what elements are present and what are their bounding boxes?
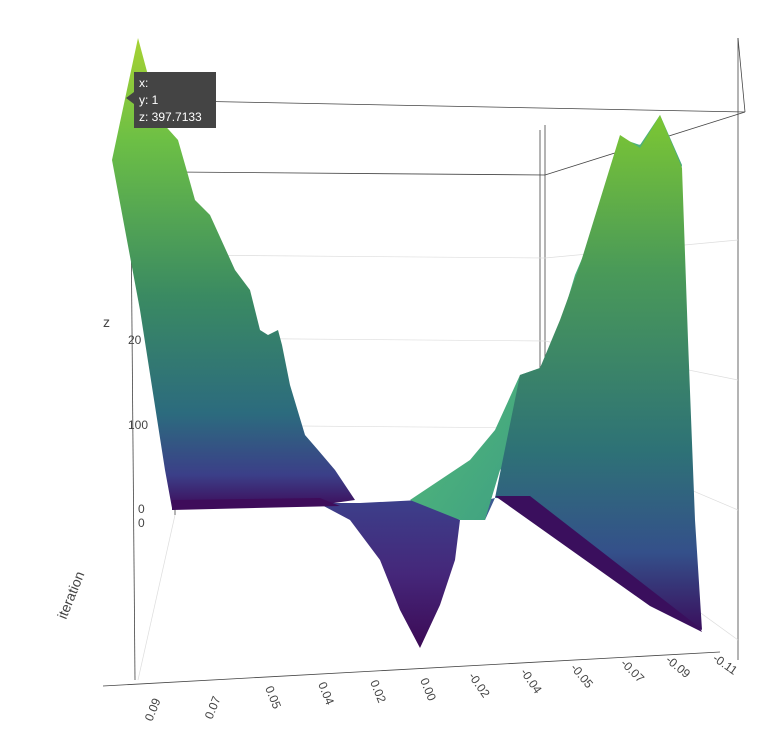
x-tick-label: 0.09: [142, 696, 164, 723]
z-tick-100: 100: [128, 418, 148, 432]
x-ticks: 0.09 0.07 0.05 0.04 0.02 0.00 -0.02 -0.0…: [142, 651, 740, 723]
surface-right-wall: [495, 115, 702, 630]
surface-valley: [318, 500, 460, 648]
x-tick-label: 0.05: [262, 684, 284, 711]
hover-tooltip: x: y: 1 z: 397.7133: [126, 72, 216, 128]
y-tick-0: 0: [138, 516, 145, 530]
x-tick-label: -0.04: [518, 666, 545, 697]
x-tick-label: -0.05: [568, 661, 597, 691]
z-tick-20: 20: [128, 333, 142, 347]
x-tick-label: 0.07: [202, 694, 224, 721]
surface-right-floor: [495, 496, 702, 632]
hover-y: y: 1: [139, 93, 159, 107]
x-tick-label: 0.02: [367, 678, 389, 705]
surface-left-peak: [112, 38, 355, 508]
x-tick-label: -0.09: [663, 653, 693, 682]
x-tick-label: -0.07: [618, 656, 647, 685]
surface-left-floor: [172, 498, 340, 510]
z-axis-title: z: [103, 314, 110, 330]
y-axis-title: iteration: [54, 569, 87, 621]
z-tick-0: 0: [138, 502, 145, 516]
hover-z: z: 397.7133: [139, 110, 202, 124]
x-tick-label: -0.11: [710, 651, 740, 678]
hover-x: x:: [139, 76, 148, 90]
x-tick-label: 0.04: [315, 680, 337, 707]
surface: [112, 38, 702, 648]
x-tick-label: 0.00: [417, 676, 439, 703]
x-tick-label: -0.02: [466, 670, 493, 701]
